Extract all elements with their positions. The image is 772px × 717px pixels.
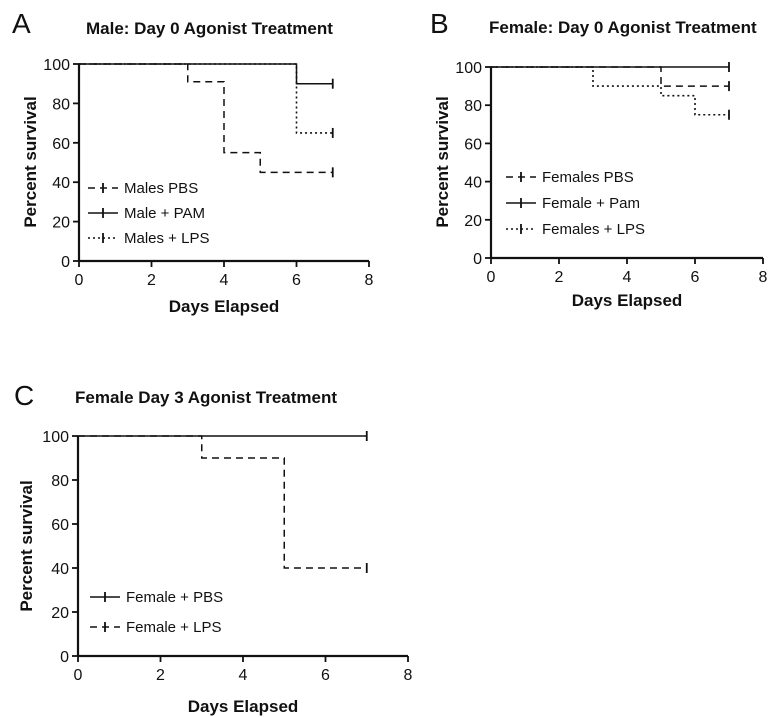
- y-axis-label: Percent survival: [17, 480, 36, 611]
- x-tick-label: 4: [220, 272, 229, 289]
- series-line-males-pbs: [79, 63, 333, 174]
- x-axis-label: Days Elapsed: [169, 297, 280, 316]
- series-line-male-pam: [79, 63, 333, 85]
- legend-entry: Female + Pam: [542, 195, 640, 212]
- x-tick-label: 8: [365, 272, 374, 289]
- series-line-female-lps: [78, 435, 367, 569]
- y-axis-label: Percent survival: [21, 96, 40, 227]
- x-tick-label: 8: [759, 269, 768, 286]
- y-tick-label: 100: [42, 429, 69, 446]
- y-tick-label: 0: [60, 649, 69, 666]
- chart-title: Female Day 3 Agonist Treatment: [75, 388, 337, 407]
- x-tick-label: 0: [74, 667, 83, 684]
- chart-panel-a: A Male: Day 0 Agonist Treatment0204060801…: [12, 8, 374, 316]
- x-axis-label: Days Elapsed: [572, 291, 683, 310]
- series-line-males-lps: [79, 63, 333, 134]
- x-tick-label: 6: [691, 269, 700, 286]
- x-tick-label: 6: [321, 667, 330, 684]
- y-tick-label: 60: [464, 136, 482, 153]
- chart-title: Female: Day 0 Agonist Treatment: [489, 18, 757, 37]
- y-tick-label: 40: [464, 175, 482, 192]
- x-tick-label: 2: [147, 272, 156, 289]
- y-tick-label: 20: [52, 215, 70, 232]
- y-tick-label: 60: [51, 517, 69, 534]
- x-axis-label: Days Elapsed: [188, 697, 299, 716]
- x-tick-label: 4: [239, 667, 248, 684]
- y-tick-label: 80: [464, 98, 482, 115]
- legend-entry: Females + LPS: [542, 221, 645, 238]
- panel-label: B: [430, 8, 449, 39]
- y-tick-label: 100: [455, 60, 482, 77]
- y-tick-label: 60: [52, 136, 70, 153]
- legend-entry: Females PBS: [542, 169, 634, 186]
- x-tick-label: 2: [156, 667, 165, 684]
- chart-panel-c: C Female Day 3 Agonist Treatment020406080…: [14, 380, 413, 716]
- panel-label: A: [12, 8, 31, 39]
- x-tick-label: 6: [292, 272, 301, 289]
- x-tick-label: 0: [75, 272, 84, 289]
- legend-entry: Male + PAM: [124, 205, 205, 222]
- y-tick-label: 40: [51, 561, 69, 578]
- chart-panel-b: B Female: Day 0 Agonist Treatment02040608…: [430, 8, 768, 310]
- y-tick-label: 40: [52, 175, 70, 192]
- legend-entry: Female + LPS: [126, 619, 221, 636]
- y-tick-label: 100: [43, 57, 70, 74]
- y-tick-label: 0: [473, 251, 482, 268]
- y-tick-label: 0: [61, 254, 70, 271]
- x-tick-label: 2: [555, 269, 564, 286]
- y-tick-label: 80: [51, 473, 69, 490]
- y-axis-label: Percent survival: [433, 96, 452, 227]
- chart-title: Male: Day 0 Agonist Treatment: [86, 19, 333, 38]
- series-line-females-pbs: [491, 66, 729, 87]
- panel-label: C: [14, 380, 34, 411]
- y-tick-label: 20: [51, 605, 69, 622]
- legend-entry: Female + PBS: [126, 589, 223, 606]
- legend-entry: Males + LPS: [124, 230, 209, 247]
- x-tick-label: 0: [487, 269, 496, 286]
- legend-entry: Males PBS: [124, 180, 198, 197]
- x-tick-label: 8: [404, 667, 413, 684]
- series-line-females-lps: [491, 66, 729, 116]
- y-tick-label: 20: [464, 213, 482, 230]
- x-tick-label: 4: [623, 269, 632, 286]
- y-tick-label: 80: [52, 96, 70, 113]
